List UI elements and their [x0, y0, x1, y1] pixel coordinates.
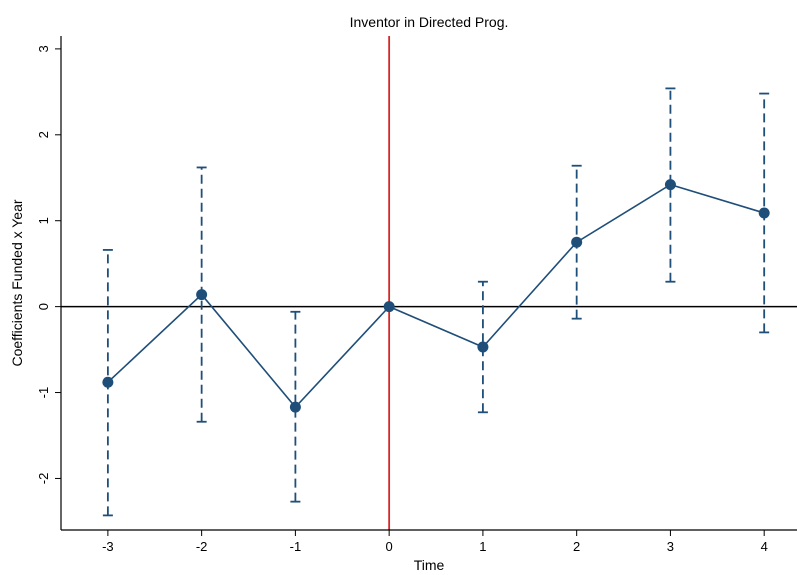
reference-lines: [61, 36, 797, 530]
data-point: [102, 376, 114, 388]
y-tick-label: 2: [36, 131, 51, 138]
series-line: [107, 183, 765, 409]
x-tick-label: 1: [479, 539, 486, 554]
chart-title: Inventor in Directed Prog.: [350, 14, 509, 30]
data-point: [196, 289, 208, 301]
data-point: [664, 179, 676, 191]
x-tick-label: 0: [386, 539, 393, 554]
plot-area: [61, 36, 797, 530]
data-point: [571, 236, 583, 248]
x-tick-label: -3: [102, 539, 114, 554]
axes: [60, 36, 797, 531]
data-point: [477, 341, 489, 353]
y-tick-label: 1: [36, 217, 51, 224]
y-axis-label: Coefficients Funded x Year: [9, 199, 25, 366]
ci-bar: [290, 310, 301, 503]
x-tick-label: -1: [290, 539, 302, 554]
data-point: [289, 401, 301, 413]
x-tick-label: -2: [196, 539, 208, 554]
data-point: [383, 301, 395, 313]
x-tick-label: 4: [761, 539, 768, 554]
data-point: [758, 207, 770, 219]
series-line-group: [107, 183, 765, 409]
y-ticks: -2 -1 0 1 2 3: [36, 45, 61, 484]
x-tick-label: 3: [667, 539, 674, 554]
y-tick-label: 3: [36, 45, 51, 52]
ci-bar: [665, 87, 676, 283]
ci-bar: [477, 280, 488, 414]
y-tick-label: -2: [36, 473, 51, 485]
y-tick-label: 0: [36, 303, 51, 310]
x-axis-label: Time: [414, 557, 445, 573]
x-tick-label: 2: [573, 539, 580, 554]
x-ticks: -3 -2 -1 0 1 2 3 4: [102, 530, 768, 554]
data-points: [102, 179, 770, 413]
y-tick-label: -1: [36, 387, 51, 399]
